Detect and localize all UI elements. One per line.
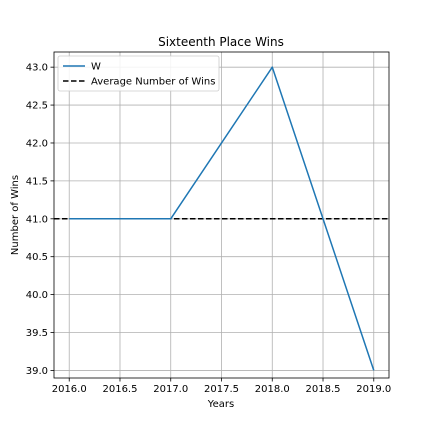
- y-tick-label: 41.0: [26, 214, 48, 225]
- x-tick-label: 2019.0: [356, 384, 391, 395]
- x-tick-label: 2016.5: [102, 384, 137, 395]
- y-tick-label: 40.0: [26, 290, 48, 301]
- x-tick-label: 2017.0: [153, 384, 188, 395]
- y-tick-label: 40.5: [26, 252, 48, 263]
- y-tick-label: 41.5: [26, 176, 48, 187]
- x-axis-title: Years: [207, 399, 234, 410]
- y-tick-label: 42.5: [26, 101, 48, 112]
- legend-label-w: W: [91, 62, 101, 73]
- x-tick-label: 2018.5: [306, 384, 341, 395]
- y-axis-title: Number of Wins: [10, 175, 21, 255]
- legend-label-average: Average Number of Wins: [91, 77, 215, 88]
- x-tick-label: 2017.5: [204, 384, 239, 395]
- legend: W Average Number of Wins: [57, 55, 220, 92]
- y-tick-label: 42.0: [26, 138, 48, 149]
- y-tick-label: 43.0: [26, 63, 48, 74]
- y-tick-label: 39.5: [26, 328, 48, 339]
- series-line-w: [69, 66, 375, 371]
- legend-box: [57, 55, 220, 92]
- y-axis: 39.0 39.5 40.0 40.5 41.0 41.5 42.0 42.5 43.0: [26, 63, 54, 377]
- x-tick-label: 2016.0: [52, 384, 87, 395]
- x-tick-label: 2018.0: [255, 384, 290, 395]
- x-axis: 2016.0 2016.5 2017.0 2017.5 2018.0 2018.5 2019…: [52, 378, 391, 395]
- y-tick-label: 39.0: [26, 366, 48, 377]
- plot-area: [54, 66, 389, 371]
- chart-title: Sixteenth Place Wins: [158, 35, 284, 49]
